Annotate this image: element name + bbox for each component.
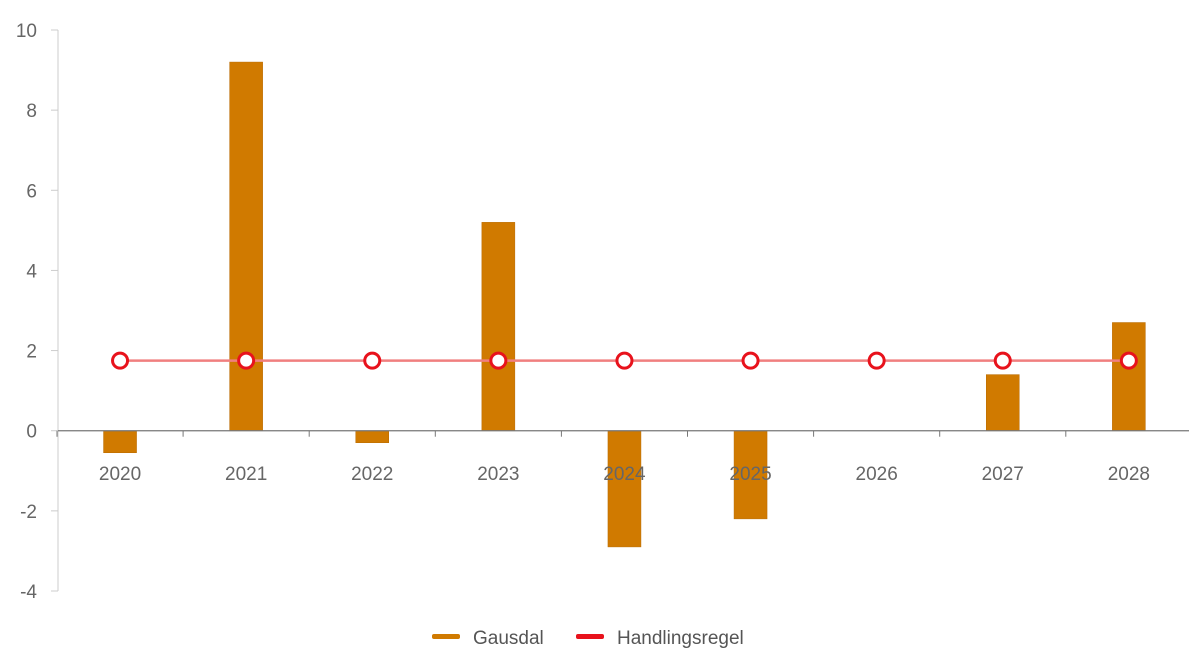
point-2028 bbox=[1119, 351, 1138, 370]
y-tick-label: -4 bbox=[20, 582, 37, 603]
legend-swatch-handlingsregel bbox=[576, 634, 604, 639]
y-tick-label: -2 bbox=[20, 502, 37, 523]
y-tick-label: 0 bbox=[26, 422, 37, 443]
x-tick-label: 2022 bbox=[351, 464, 393, 485]
point-2021 bbox=[237, 351, 256, 370]
x-tick-label: 2025 bbox=[729, 464, 771, 485]
bar-2027 bbox=[986, 374, 1020, 431]
x-tick-label: 2021 bbox=[225, 464, 267, 485]
y-tick-label: 6 bbox=[26, 181, 37, 202]
x-axis: 2020 2021 2022 2023 2024 2025 2026 2027 2028 bbox=[56, 430, 1189, 485]
x-tick-label: 2027 bbox=[982, 464, 1024, 485]
x-tick-label: 2024 bbox=[603, 464, 646, 485]
y-tick-label: 4 bbox=[26, 261, 37, 282]
bar-2028 bbox=[1112, 322, 1146, 431]
x-tick-label: 2026 bbox=[856, 464, 898, 485]
y-tick-label: 8 bbox=[26, 101, 37, 122]
legend-swatch-gausdal bbox=[432, 634, 460, 639]
legend-label-gausdal: Gausdal bbox=[473, 628, 544, 649]
point-2025 bbox=[741, 351, 760, 370]
x-tick-label: 2028 bbox=[1108, 464, 1150, 485]
legend-label-handlingsregel: Handlingsregel bbox=[617, 628, 744, 649]
point-2027 bbox=[993, 351, 1012, 370]
y-tick-label: 10 bbox=[16, 21, 37, 42]
bar-2025 bbox=[733, 430, 768, 520]
line-series bbox=[111, 351, 1138, 370]
point-2024 bbox=[615, 351, 634, 370]
bar-2023 bbox=[481, 222, 516, 431]
y-axis: 10 8 6 4 2 0 -2 -4 bbox=[16, 21, 59, 603]
bar-2021 bbox=[229, 61, 263, 431]
y-tick-label: 2 bbox=[26, 342, 37, 363]
point-2023 bbox=[489, 351, 508, 370]
point-2026 bbox=[867, 351, 886, 370]
point-2020 bbox=[111, 351, 130, 370]
legend: Gausdal Handlingsregel bbox=[432, 628, 744, 649]
point-2022 bbox=[363, 351, 382, 370]
bar-2020 bbox=[103, 430, 137, 454]
bar-2022 bbox=[355, 430, 389, 443]
x-tick-label: 2020 bbox=[99, 464, 141, 485]
x-tick-label: 2023 bbox=[477, 464, 519, 485]
bar-2024 bbox=[607, 430, 642, 548]
